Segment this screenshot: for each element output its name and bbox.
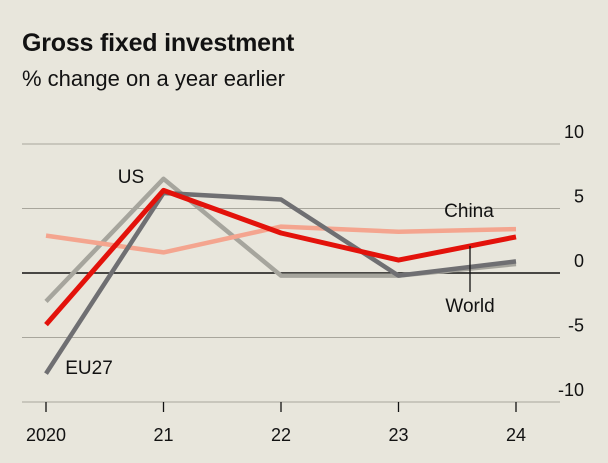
y-tick-label: 5	[574, 187, 584, 207]
y-tick-label: 10	[564, 122, 584, 142]
series-line-eu27	[44, 190, 517, 375]
x-tick-label: 22	[271, 425, 291, 445]
chart-title: Gross fixed investment	[22, 29, 295, 57]
x-tick-label: 24	[506, 425, 526, 445]
x-tick-label: 23	[388, 425, 408, 445]
y-tick-label: -10	[558, 380, 584, 400]
series-line-us	[44, 176, 517, 303]
series-label-world: World	[445, 296, 494, 317]
series-label-china: China	[444, 201, 494, 222]
x-tick-label: 2020	[26, 425, 66, 445]
labels: 10 5 0 -5 -10 2020 21 22 23 24 US China EU27 World	[26, 122, 584, 445]
y-tick-label: -5	[568, 316, 584, 336]
y-tick-label: 0	[574, 251, 584, 271]
x-tick-label: 21	[153, 425, 173, 445]
series-line-china	[45, 224, 517, 255]
series-label-us: US	[118, 167, 144, 188]
series-lines	[44, 176, 517, 375]
series-label-eu27: EU27	[65, 358, 113, 379]
series-line-world	[44, 187, 517, 327]
chart-subtitle: % change on a year earlier	[22, 66, 285, 91]
